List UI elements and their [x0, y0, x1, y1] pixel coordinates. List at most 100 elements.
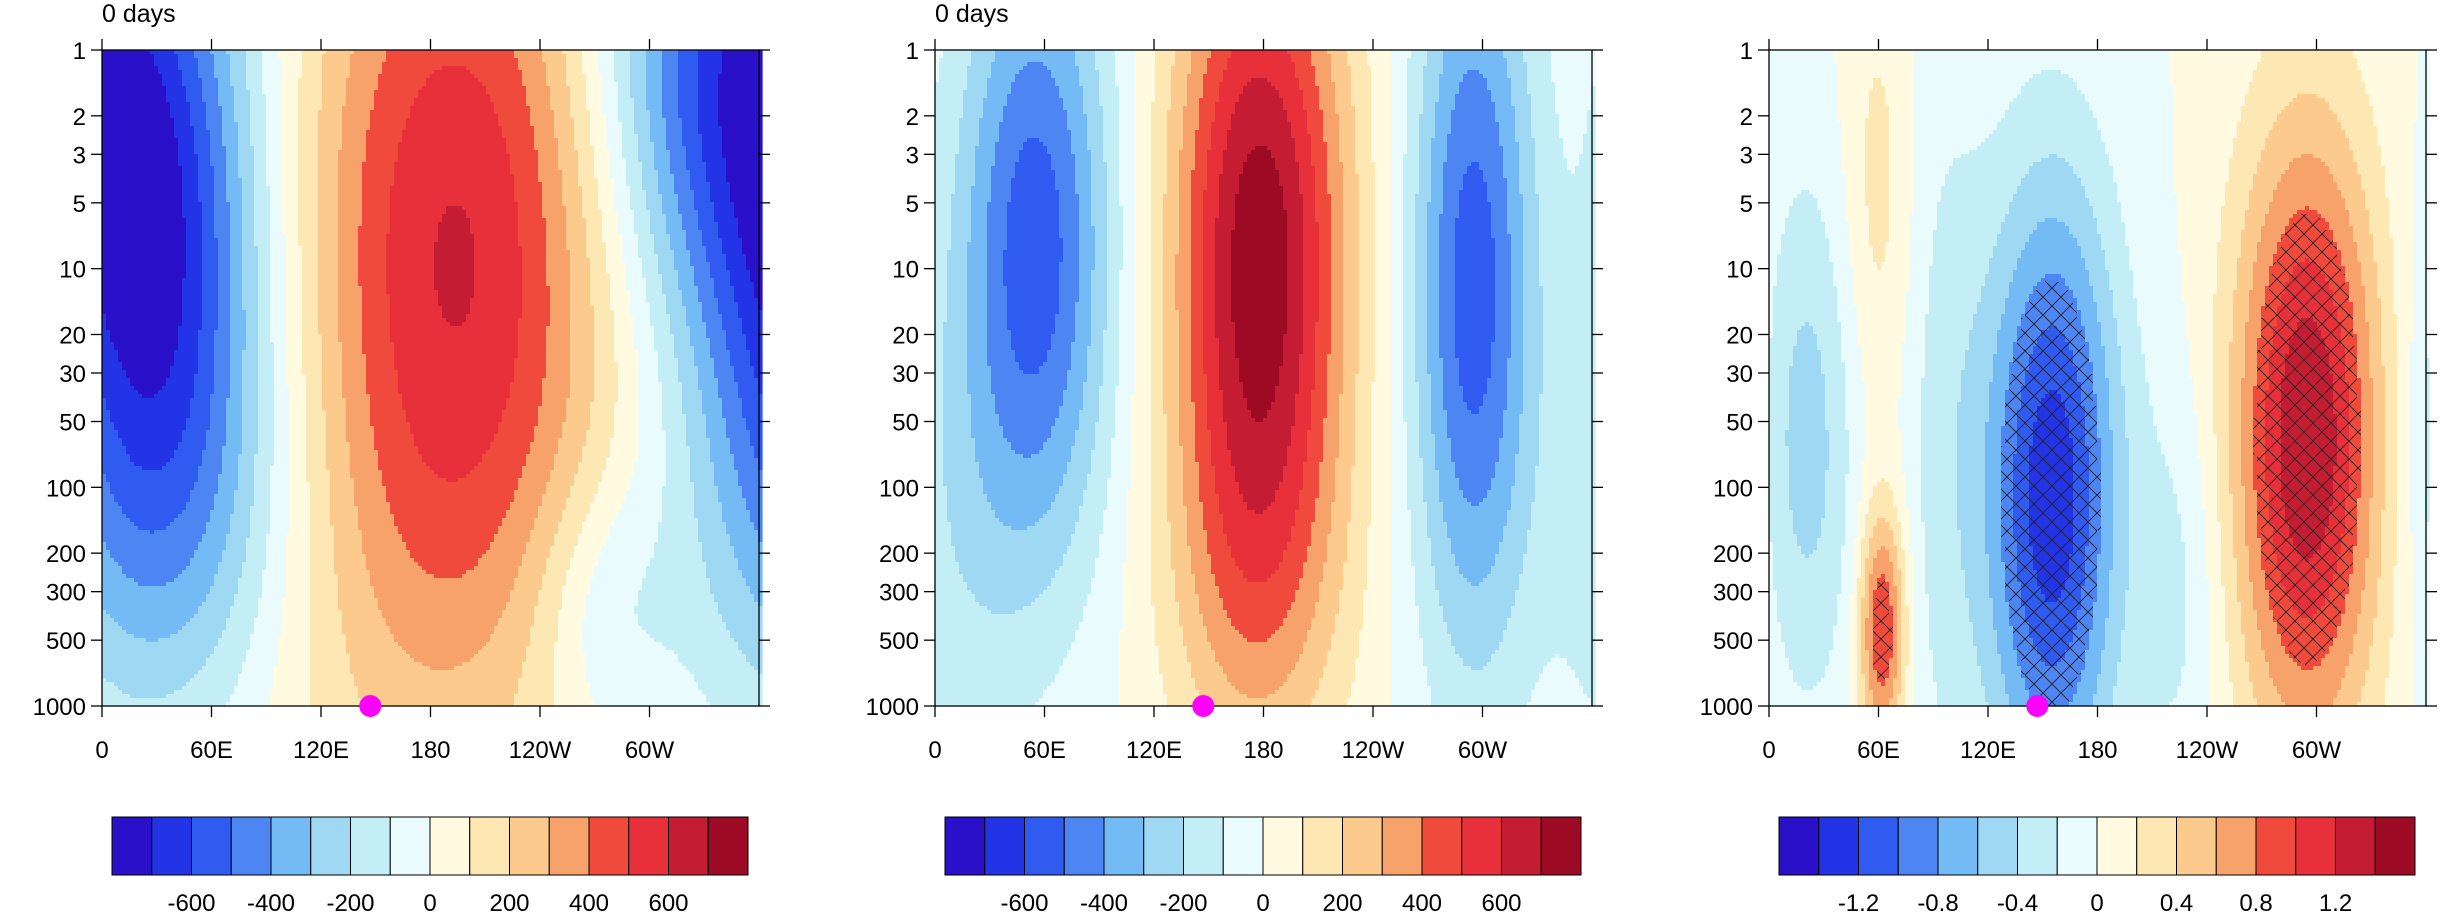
colorbar-label: 400	[1402, 890, 1442, 917]
colorbar-box	[2215, 816, 2257, 876]
y-tick-label: 3	[906, 142, 919, 169]
x-tick-label: 180	[2077, 737, 2117, 764]
panel-3-x-ticks: 0 60E 120E 180 120W 60W	[1762, 39, 2342, 764]
colorbar-box	[1778, 816, 1820, 876]
y-tick-label: 1	[1740, 38, 1753, 65]
colorbar-box	[2295, 816, 2336, 876]
x-tick-label: 180	[1243, 737, 1283, 764]
colorbar-box	[1183, 816, 1224, 876]
colorbar-box	[191, 816, 232, 876]
x-tick-label: 60W	[1458, 737, 1508, 764]
colorbar-box	[2096, 816, 2138, 876]
panel-1-y-ticks: 1 2 3 5 10 20 30 50 100 200 300 500 1000	[33, 38, 770, 721]
colorbar-box	[1342, 816, 1383, 876]
panel-2-y-ticks: 1 2 3 5 10 20 30 50 100 200 300 500 1000	[866, 38, 1603, 721]
y-tick-label: 10	[59, 257, 86, 284]
panel-2-title: 0 days	[935, 0, 1009, 28]
colorbar-box	[310, 816, 351, 876]
panel-1-title: 0 days	[102, 0, 176, 28]
colorbar-box	[944, 816, 986, 876]
panel-3-overlay	[1873, 214, 2361, 707]
colorbar-box	[1024, 816, 1065, 876]
y-tick-label: 200	[1713, 541, 1753, 568]
y-tick-label: 10	[1726, 257, 1753, 284]
x-tick-label: 120E	[293, 737, 349, 764]
y-tick-label: 1000	[33, 694, 86, 721]
y-tick-label: 1000	[1700, 694, 1753, 721]
colorbar-box	[1103, 816, 1145, 876]
colorbar-box	[588, 816, 630, 876]
colorbar-box	[1461, 816, 1502, 876]
x-tick-label: 120E	[1126, 737, 1182, 764]
y-tick-label: 2	[1740, 104, 1753, 131]
y-tick-label: 30	[1726, 361, 1753, 388]
panel-2-marker	[1192, 695, 1215, 717]
y-tick-label: 1000	[866, 694, 919, 721]
colorbar-box	[111, 816, 153, 876]
colorbar-label: 0	[1256, 890, 1269, 917]
panel-3: 1 2 3 5 10 20 30 50 100 200 300 500 1000 0 60E 120E 180…	[1700, 38, 2437, 917]
colorbar-box	[1063, 816, 1105, 876]
colorbar-box	[1818, 816, 1859, 876]
y-tick-label: 1	[906, 38, 919, 65]
colorbar-box	[1540, 816, 1582, 876]
panel-1-x-ticks: 0 60E 120E 180 120W 60W	[95, 39, 675, 764]
y-tick-label: 300	[1713, 580, 1753, 607]
y-tick-label: 30	[892, 361, 919, 388]
x-tick-label: 60W	[625, 737, 675, 764]
colorbar-label: 200	[489, 890, 529, 917]
colorbar-box	[984, 816, 1025, 876]
colorbar-box	[1501, 816, 1542, 876]
colorbar-box	[1262, 816, 1304, 876]
x-tick-label: 0	[1762, 737, 1775, 764]
colorbar-label: -0.4	[1997, 890, 2038, 917]
y-tick-label: 50	[892, 410, 919, 437]
y-tick-label: 2	[73, 104, 86, 131]
y-tick-label: 300	[879, 580, 919, 607]
panel-3-marker	[2026, 695, 2049, 717]
colorbar-box	[469, 816, 510, 876]
colorbar-box	[2017, 816, 2058, 876]
y-tick-label: 5	[1740, 191, 1753, 218]
colorbar-label: 0	[423, 890, 436, 917]
panel-2-colorbar: -600 -400 -200 0 200 400 600	[944, 816, 1582, 917]
colorbar-label: -400	[247, 890, 295, 917]
colorbar-label: -1.2	[1838, 890, 1879, 917]
panel-2-x-ticks: 0 60E 120E 180 120W 60W	[928, 39, 1508, 764]
colorbar-box	[628, 816, 669, 876]
y-tick-label: 500	[879, 628, 919, 655]
y-tick-label: 50	[59, 410, 86, 437]
colorbar-label: 600	[1481, 890, 1521, 917]
y-tick-label: 500	[46, 628, 86, 655]
x-tick-label: 120E	[1960, 737, 2016, 764]
colorbar-label: 600	[648, 890, 688, 917]
y-tick-label: 3	[73, 142, 86, 169]
colorbar-box	[230, 816, 272, 876]
y-tick-label: 100	[879, 475, 919, 502]
y-tick-label: 30	[59, 361, 86, 388]
x-tick-label: 60E	[1023, 737, 1066, 764]
colorbar-box	[350, 816, 391, 876]
y-tick-label: 200	[879, 541, 919, 568]
y-tick-label: 200	[46, 541, 86, 568]
y-tick-label: 5	[906, 191, 919, 218]
colorbar-box	[707, 816, 749, 876]
colorbar-label: 1.2	[2319, 890, 2352, 917]
colorbar-box	[2255, 816, 2297, 876]
colorbar-label: -200	[326, 890, 374, 917]
x-tick-label: 60E	[190, 737, 233, 764]
colorbar-label: -600	[1000, 890, 1048, 917]
colorbar-box	[2136, 816, 2177, 876]
y-tick-label: 50	[1726, 410, 1753, 437]
x-tick-label: 60W	[2292, 737, 2342, 764]
colorbar-box	[668, 816, 709, 876]
colorbar-box	[2176, 816, 2217, 876]
colorbar-box	[2374, 816, 2416, 876]
y-tick-label: 100	[1713, 475, 1753, 502]
panel-2: 0 days 1 2 3 5 10 20 30 50 100 200 300 500 1000 0 60E…	[866, 0, 1603, 917]
panel-2-field	[935, 50, 1596, 707]
colorbar-box	[1977, 816, 2018, 876]
colorbar-label: 0.8	[2239, 890, 2272, 917]
y-tick-label: 500	[1713, 628, 1753, 655]
